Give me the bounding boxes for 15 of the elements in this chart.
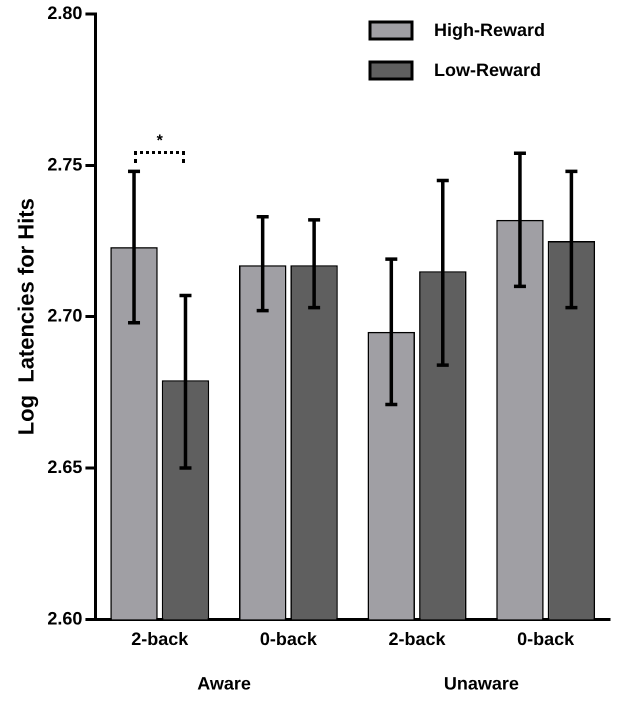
text: Unaware (444, 673, 519, 694)
text: Aware (197, 673, 251, 694)
x-tick-label: 0-back (260, 629, 318, 650)
y-tick-label: 2.75 (47, 154, 82, 174)
annotation: * (156, 132, 164, 150)
y-tick-label: 2.60 (47, 608, 82, 628)
legend-label: High-Reward (434, 20, 546, 40)
y-tick-label: 2.70 (47, 306, 82, 326)
x-tick-label: 0-back (517, 629, 576, 650)
y-axis-title: Log Latencies for Hits (13, 198, 38, 436)
legend-label: Low-Reward (434, 60, 542, 80)
x-tick-label: 2-back (131, 629, 190, 650)
x-tick-label: 2-back (388, 629, 447, 650)
y-tick-label: 2.80 (47, 2, 82, 23)
y-tick-label: 2.65 (47, 457, 82, 478)
